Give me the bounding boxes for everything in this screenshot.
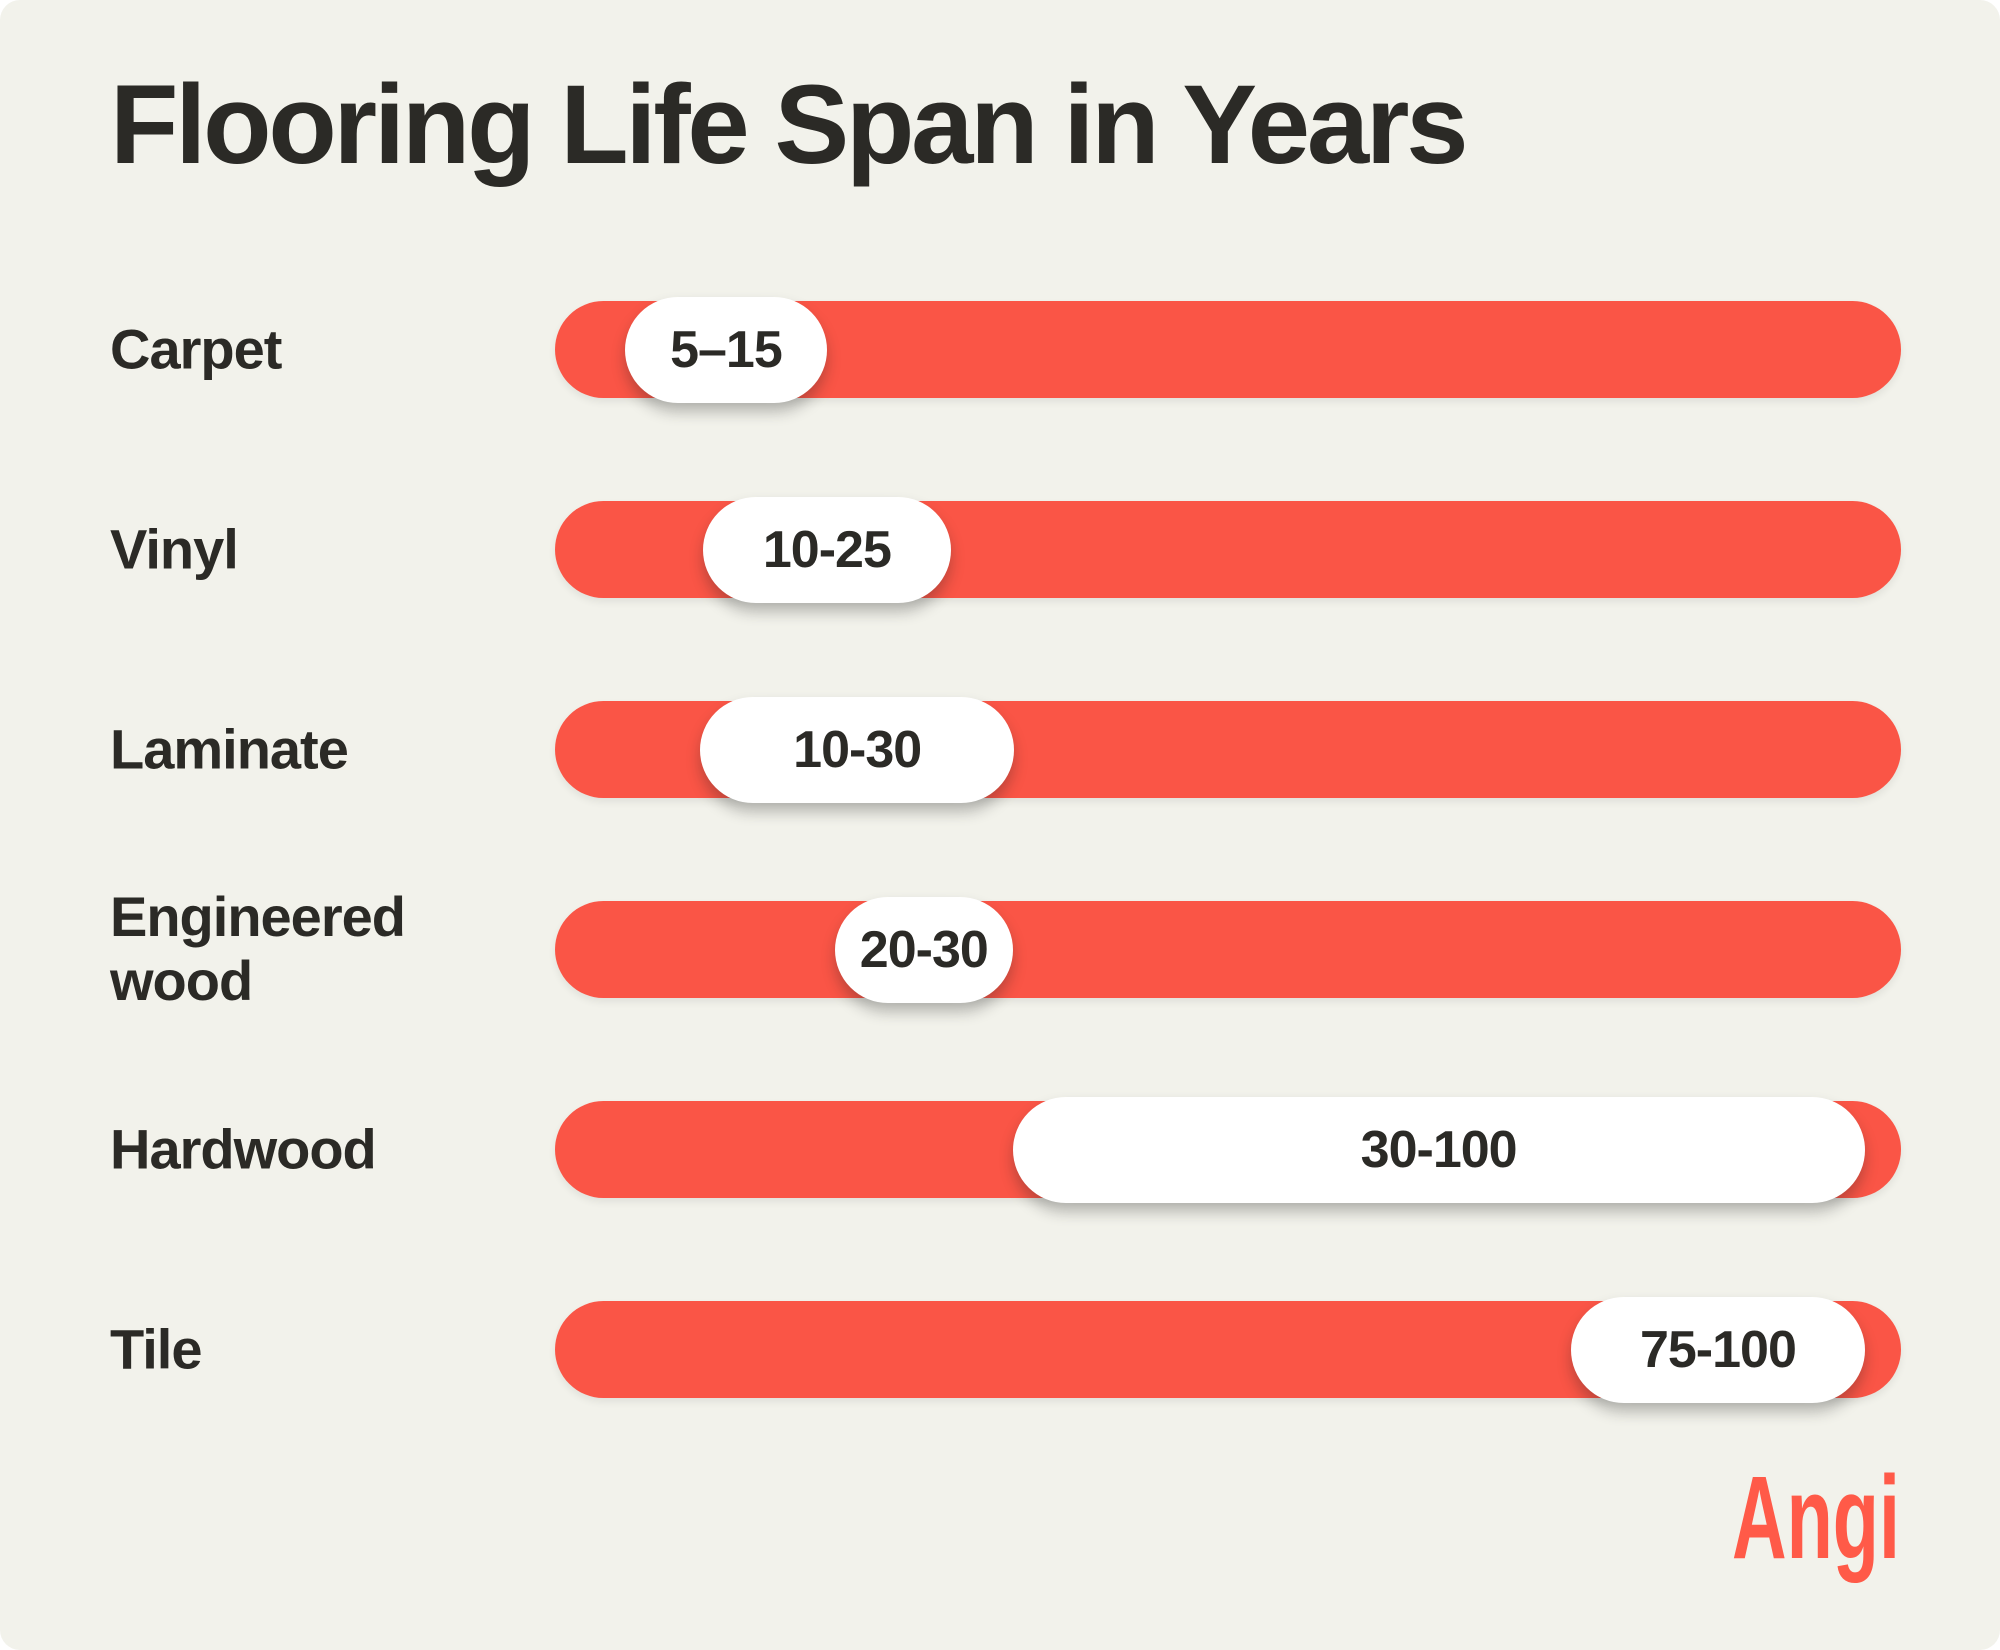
range-label-carpet: 5–15 <box>670 320 783 379</box>
row-label-engineered-wood: Engineered wood <box>110 884 406 1013</box>
range-pill-engineered-wood: 20-30 <box>834 896 1013 1003</box>
bar-hardwood: 30-100 <box>555 1096 1901 1203</box>
row-laminate: Laminate 10-30 <box>0 696 2000 803</box>
row-label-hardwood: Hardwood <box>110 1117 377 1181</box>
row-vinyl: Vinyl 10-25 <box>0 496 2000 603</box>
range-pill-laminate: 10-30 <box>700 696 1014 803</box>
range-label-vinyl: 10-25 <box>762 520 892 579</box>
bar-carpet: 5–15 <box>555 296 1901 403</box>
row-carpet: Carpet 5–15 <box>0 296 2000 403</box>
row-label-carpet: Carpet <box>110 317 282 381</box>
row-tile: Tile 75-100 <box>0 1296 2000 1403</box>
bar-laminate: 10-30 <box>555 696 1901 803</box>
row-label-vinyl: Vinyl <box>110 517 239 581</box>
range-label-engineered-wood: 20-30 <box>859 920 989 979</box>
range-pill-tile: 75-100 <box>1571 1296 1865 1403</box>
row-engineered-wood: Engineered wood 20-30 <box>0 885 2000 1013</box>
row-label-laminate: Laminate <box>110 717 349 781</box>
range-label-hardwood: 30-100 <box>1360 1120 1518 1179</box>
chart-title: Flooring Life Span in Years <box>110 62 1469 187</box>
range-pill-hardwood: 30-100 <box>1012 1096 1865 1203</box>
row-hardwood: Hardwood 30-100 <box>0 1096 2000 1203</box>
range-label-tile: 75-100 <box>1639 1320 1797 1379</box>
bar-tile: 75-100 <box>555 1296 1901 1403</box>
angi-logo-text: Angi <box>1732 1466 1900 1584</box>
range-pill-carpet: 5–15 <box>624 296 827 403</box>
row-label-tile: Tile <box>110 1317 202 1381</box>
angi-logo-graphic: Angi <box>1732 1452 1900 1584</box>
range-pill-vinyl: 10-25 <box>703 496 951 603</box>
bar-engineered-wood: 20-30 <box>555 896 1901 1003</box>
range-label-laminate: 10-30 <box>793 720 922 779</box>
angi-logo: Angi <box>1730 1452 1905 1591</box>
bar-vinyl: 10-25 <box>555 496 1901 603</box>
